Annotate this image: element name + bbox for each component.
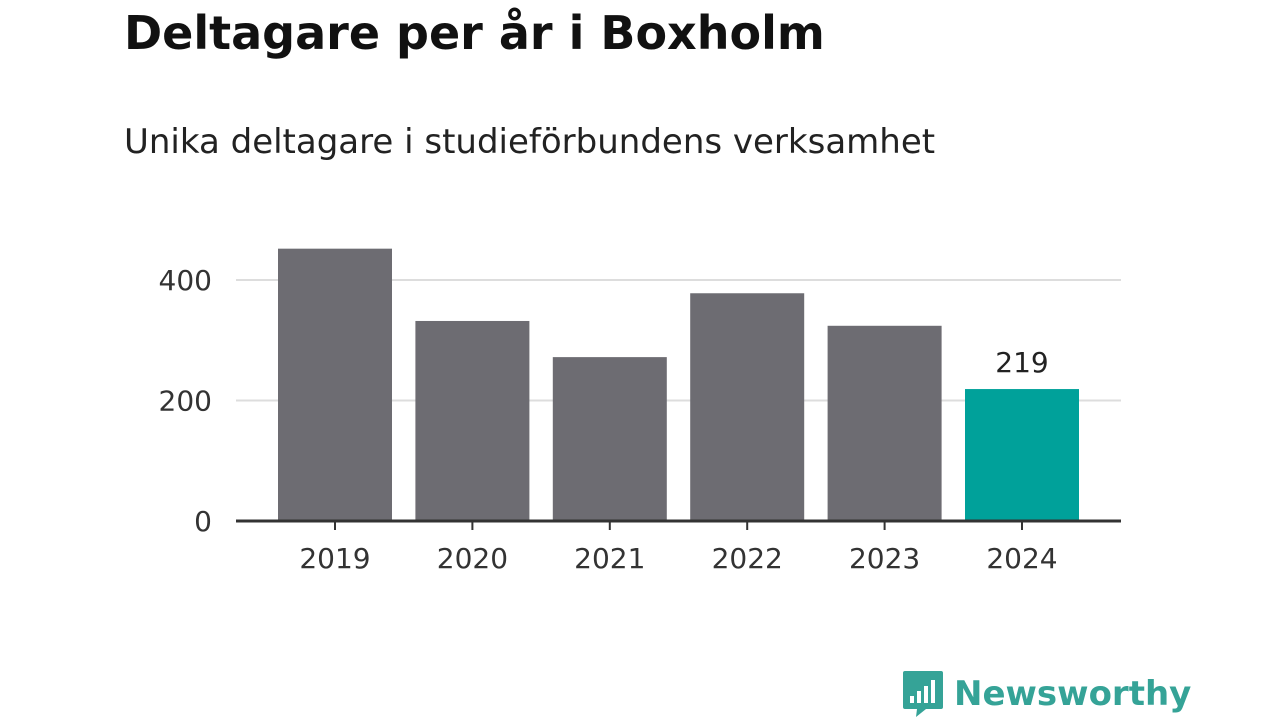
data-label: 219 — [995, 346, 1048, 379]
x-tick-label: 2019 — [299, 542, 370, 575]
brand: Newsworthy — [902, 670, 1191, 718]
chart-subtitle: Unika deltagare i studieförbundens verks… — [124, 122, 936, 162]
bar-2020 — [415, 320, 530, 521]
bar-2019 — [278, 248, 392, 522]
bar-2022 — [690, 293, 805, 521]
x-tick-label: 2020 — [437, 542, 508, 575]
x-tick-label: 2023 — [849, 542, 920, 575]
y-tick-label: 0 — [194, 505, 212, 538]
x-tick-label: 2022 — [712, 542, 783, 575]
newsworthy-logo-icon — [903, 671, 943, 717]
y-tick-label: 200 — [159, 385, 212, 418]
x-tick-label: 2024 — [986, 542, 1057, 575]
bar-2024 — [965, 389, 1079, 521]
bar-2021 — [552, 357, 667, 521]
brand-name: Newsworthy — [954, 674, 1192, 714]
bar-2023 — [827, 325, 942, 521]
chart-title: Deltagare per år i Boxholm — [124, 6, 825, 60]
bar-chart: 0 200 400 2019 2020 2021 2022 2023 2024 219 — [159, 248, 1121, 575]
y-tick-label: 400 — [159, 264, 212, 297]
x-tick-label: 2021 — [574, 542, 645, 575]
